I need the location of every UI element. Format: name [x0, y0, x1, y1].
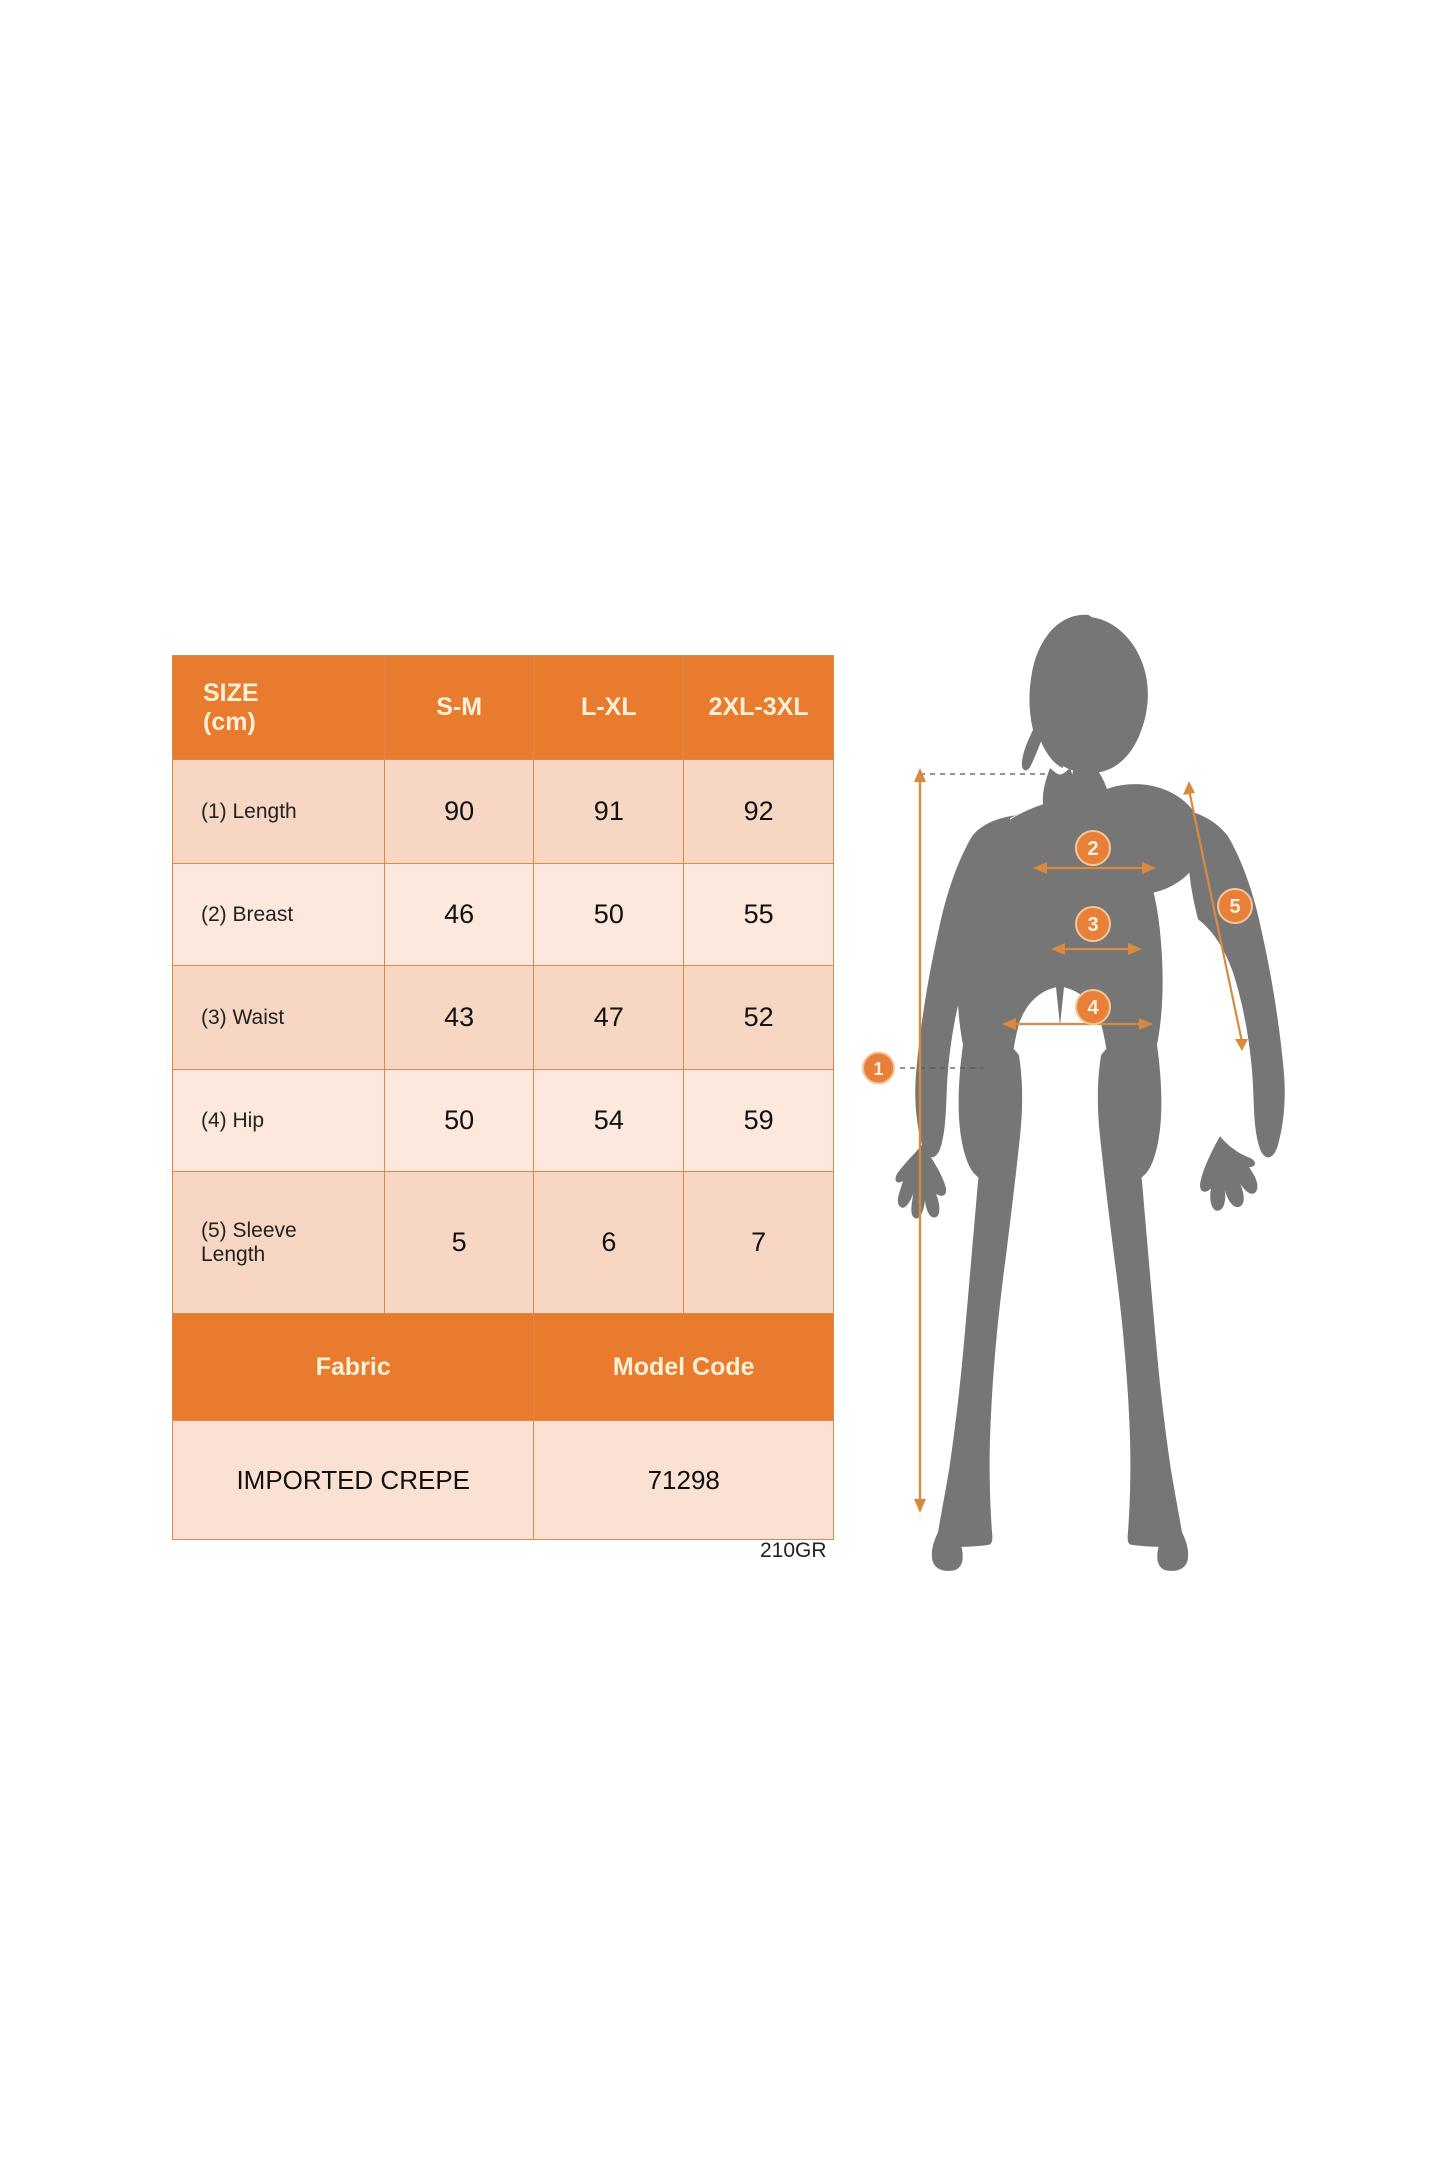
svg-text:5: 5: [1229, 896, 1240, 918]
svg-text:1: 1: [873, 1059, 883, 1079]
svg-text:2: 2: [1087, 838, 1098, 860]
svg-text:3: 3: [1087, 914, 1098, 936]
svg-text:4: 4: [1087, 997, 1099, 1019]
